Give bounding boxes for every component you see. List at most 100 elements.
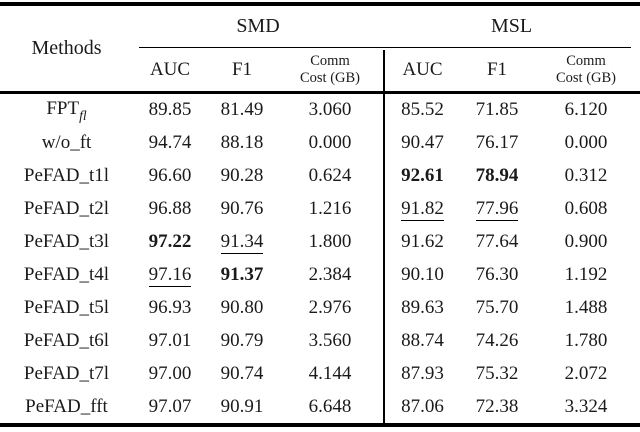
value-cell: 3.560 [277,330,383,352]
cell-value: 0.000 [564,132,608,154]
table-row: PeFAD_t1l 96.60 90.28 0.624 92.61 78.94 0.312 [0,160,640,193]
value-cell: 85.52 [383,99,462,121]
cell-value: 87.93 [401,362,444,384]
cell-value: 91.37 [220,263,264,285]
value-cell: 90.47 [383,132,462,154]
value-cell: 75.70 [462,297,532,319]
value-cell: 72.38 [462,396,532,418]
value-cell: 97.00 [133,363,207,385]
value-cell: 3.324 [532,396,640,418]
value-cell: 96.93 [133,297,207,319]
column-header-smd-comm-cost: Comm Cost (GB) [277,49,383,91]
method-cell: PeFAD_t4l [23,263,110,285]
value-cell: 0.312 [532,165,640,187]
cell-value: 89.63 [401,296,444,318]
cell-value: 97.07 [148,395,192,417]
value-cell: 6.120 [532,99,640,121]
value-cell: 74.26 [462,330,532,352]
cell-value: 4.144 [308,362,352,384]
value-cell: 71.85 [462,99,532,121]
cell-value: 90.80 [220,296,264,318]
cell-value: 1.780 [564,329,608,351]
cell-value: 90.91 [220,395,264,417]
comm-label-line2: Cost (GB) [299,70,361,86]
cell-value: 88.74 [401,329,444,351]
table-row: PeFAD_t6l 97.01 90.79 3.560 88.74 74.26 1.780 [0,324,640,357]
comm-label-line1: Comm [566,52,606,69]
value-cell: 2.976 [277,297,383,319]
value-cell: 2.384 [277,264,383,286]
value-cell: 90.76 [207,198,277,220]
value-cell: 0.900 [532,231,640,253]
table-row: w/o_ft 94.74 88.18 0.000 90.47 76.17 0.000 [0,127,640,160]
method-cell: PeFAD_fft [25,395,108,417]
value-cell: 0.608 [532,198,640,220]
cell-value: 85.52 [401,99,444,121]
value-cell: 78.94 [462,165,532,187]
cell-value: 2.384 [308,263,352,285]
cell-value: 6.120 [564,99,608,121]
cell-value: 96.93 [148,296,192,318]
value-cell: 88.74 [383,330,462,352]
cell-value: 6.648 [308,395,352,417]
value-cell: 3.060 [277,99,383,121]
column-header-msl-f1: F1 [486,59,508,80]
value-cell: 97.22 [133,231,207,253]
value-cell: 77.64 [462,231,532,253]
value-cell: 91.34 [207,231,277,255]
table-row: FPTfl 89.85 81.49 3.060 85.52 71.85 6.120 [0,94,640,127]
cell-value: 96.88 [148,198,192,220]
table-row: PeFAD_fft 97.07 90.91 6.648 87.06 72.38 3.324 [0,390,640,423]
group-header-underline-rule [139,46,631,48]
cell-value: 90.74 [220,362,264,384]
value-cell: 1.800 [277,231,383,253]
method-cell: PeFAD_t5l [23,296,110,318]
value-cell: 1.780 [532,330,640,352]
value-cell: 87.06 [383,396,462,418]
value-cell: 89.63 [383,297,462,319]
value-cell: 90.10 [383,264,462,286]
value-cell: 97.07 [133,396,207,418]
value-cell: 94.74 [133,132,207,154]
value-cell: 90.91 [207,396,277,418]
value-cell: 6.648 [277,396,383,418]
cell-value: 2.976 [308,296,352,318]
cell-value: 90.47 [401,132,444,154]
value-cell: 90.28 [207,165,277,187]
cell-value: 97.00 [148,362,192,384]
value-cell: 92.61 [383,165,462,187]
value-cell: 97.16 [133,263,207,287]
cell-value: 71.85 [475,99,519,121]
value-cell: 88.18 [207,132,277,154]
cell-value: 75.32 [475,362,519,384]
value-cell: 4.144 [277,363,383,385]
cell-value: 72.38 [475,395,519,417]
value-cell: 1.488 [532,297,640,319]
method-cell: PeFAD_t2l [23,198,110,220]
value-cell: 91.62 [383,231,462,253]
value-cell: 90.74 [207,363,277,385]
cell-value: 76.30 [475,263,519,285]
value-cell: 0.000 [277,132,383,154]
cell-value: 81.49 [220,99,264,121]
column-header-smd-auc: AUC [149,59,191,80]
smd-msl-vertical-divider [383,50,385,423]
table-row: PeFAD_t4l 97.16 91.37 2.384 90.10 76.30 1.192 [0,259,640,292]
value-cell: 76.30 [462,264,532,286]
cell-value: 75.70 [475,296,519,318]
value-cell: 96.88 [133,198,207,220]
value-cell: 90.80 [207,297,277,319]
cell-value: 0.312 [564,165,608,187]
comm-label-line2: Cost (GB) [555,70,617,86]
cell-value: 3.324 [564,395,608,417]
cell-value: 2.072 [564,362,608,384]
value-cell: 0.624 [277,165,383,187]
method-cell: FPTfl [46,98,87,124]
value-cell: 75.32 [462,363,532,385]
group-header-smd: SMD [236,14,280,37]
value-cell: 96.60 [133,165,207,187]
group-header-msl: MSL [490,14,533,37]
table-body: FPTfl 89.85 81.49 3.060 85.52 71.85 6.120 w/o_f… [0,94,640,423]
value-cell: 1.192 [532,264,640,286]
cell-value: 92.61 [401,165,444,187]
